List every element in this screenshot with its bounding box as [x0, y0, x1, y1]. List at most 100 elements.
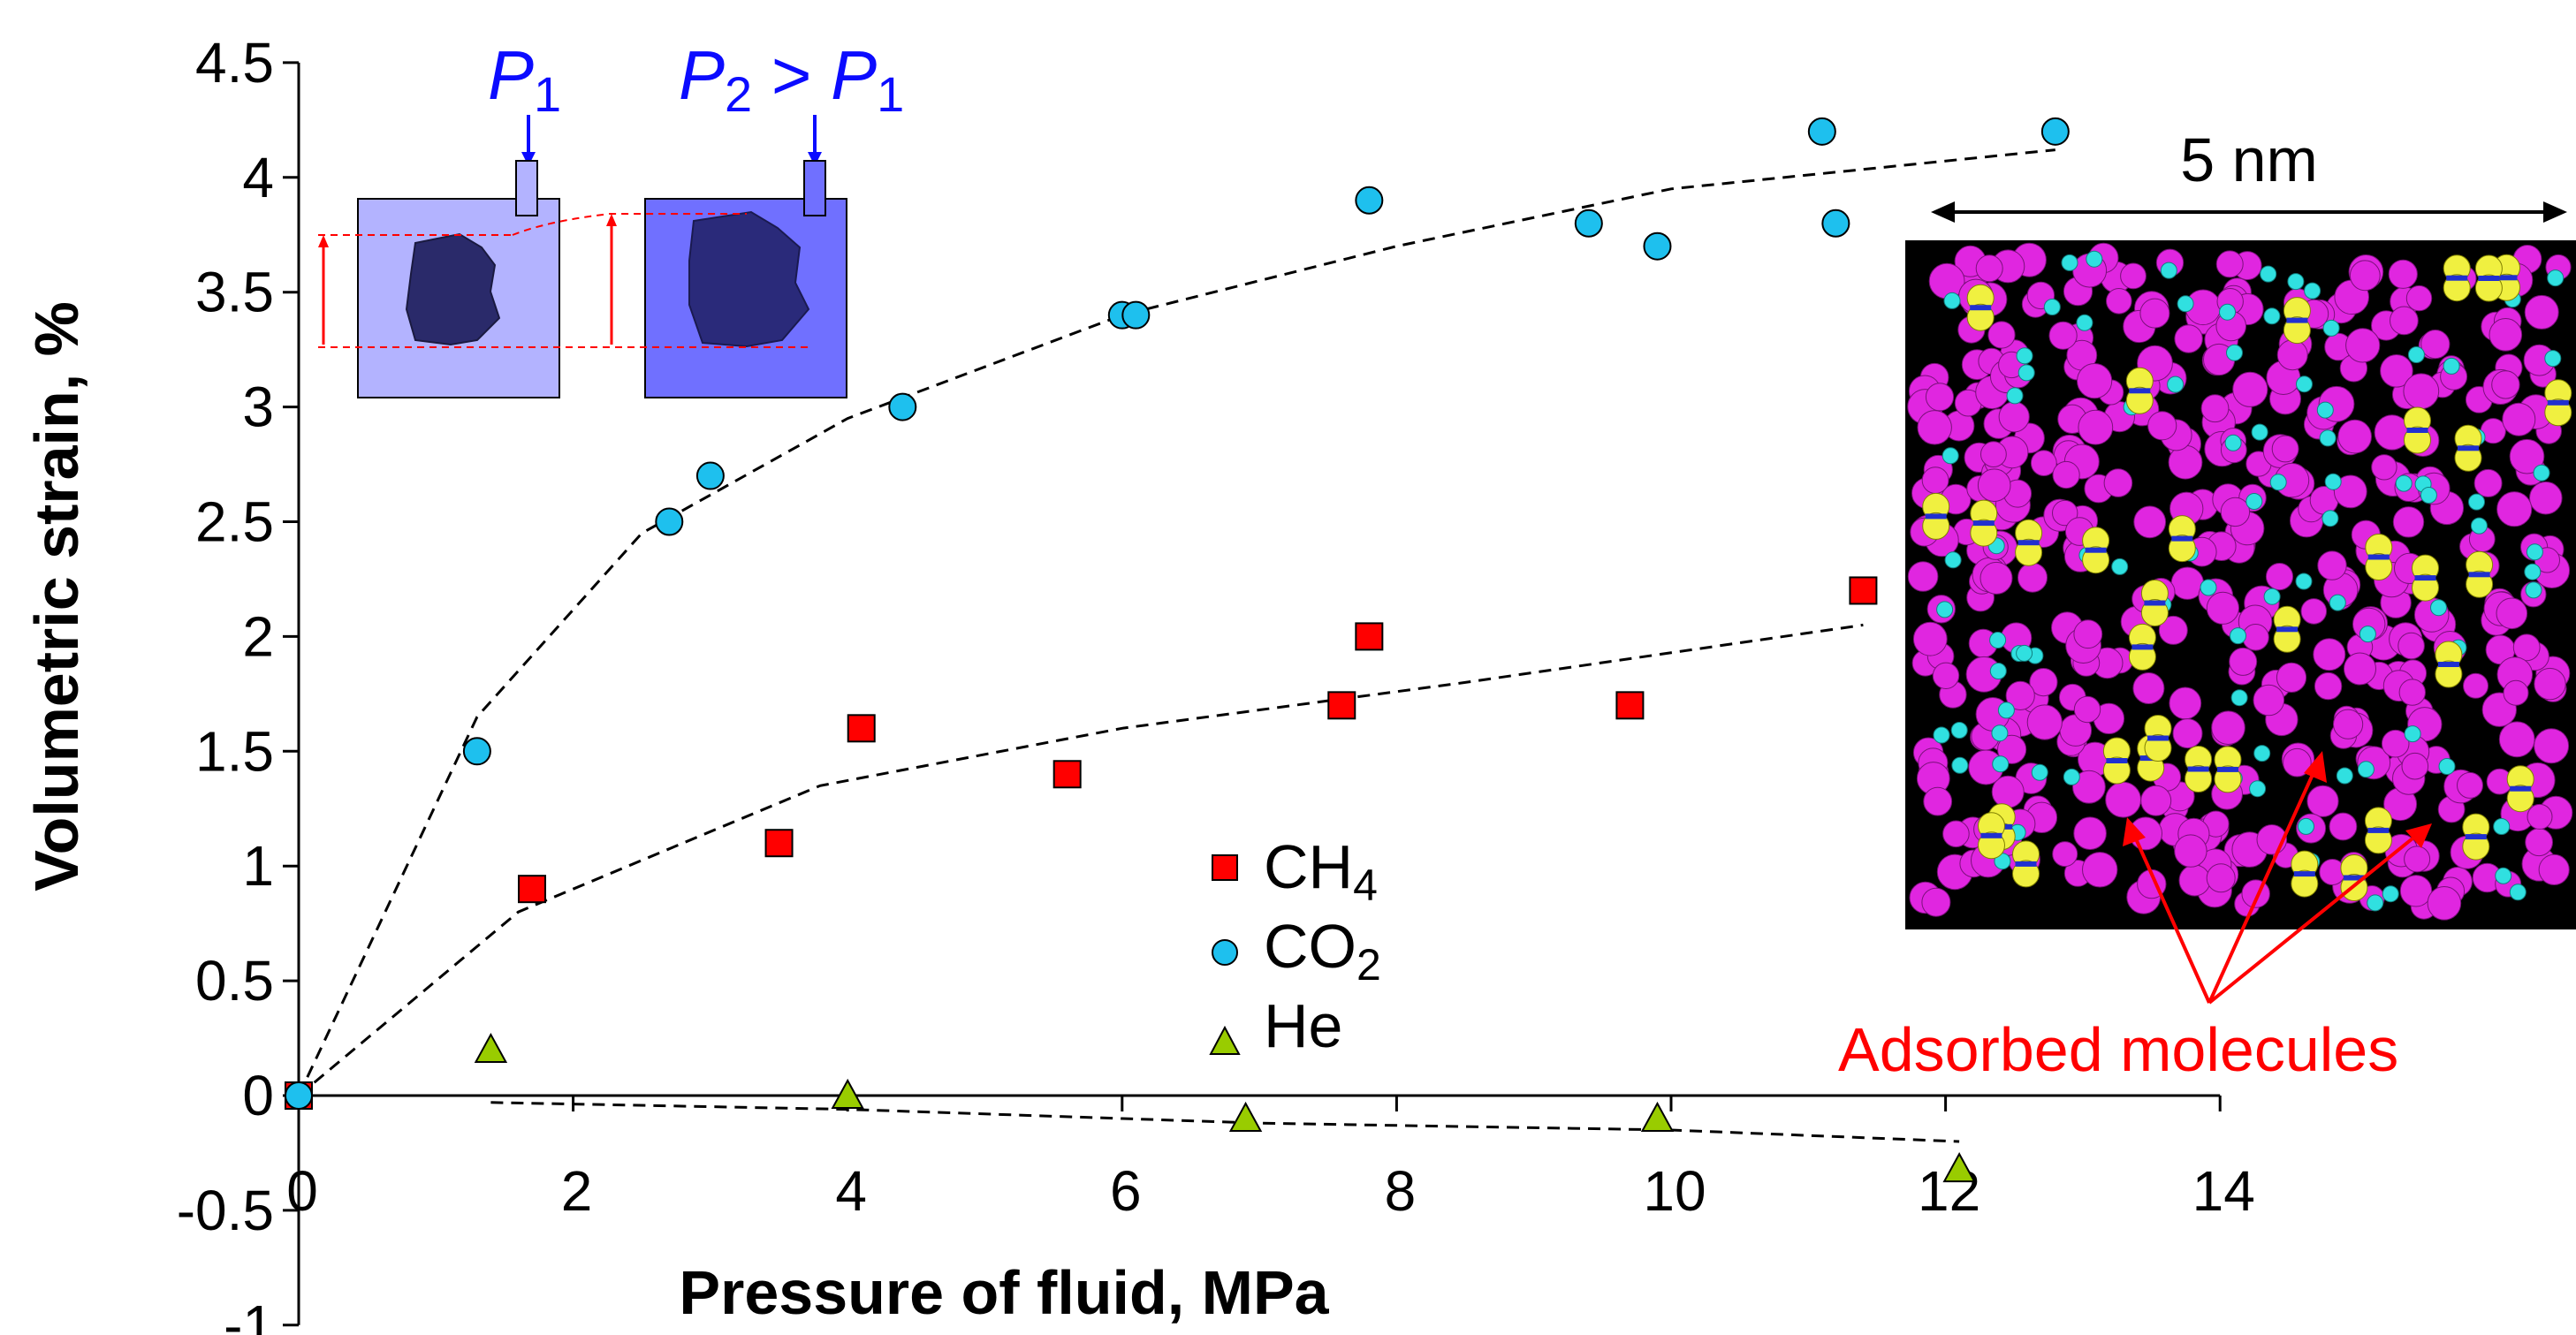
legend-marker-co2 — [1212, 939, 1238, 966]
scale-bar-right-head — [2543, 201, 2567, 223]
trend-line-co2 — [297, 148, 2055, 1096]
carbon-atom — [2392, 506, 2425, 538]
hydrogen-atom — [2006, 387, 2024, 405]
adsorbed-molecule-atom — [2544, 398, 2572, 427]
carbon-atom — [2496, 597, 2528, 630]
data-point-ch4 — [1052, 760, 1082, 789]
adsorbed-molecule-atom — [2102, 756, 2131, 785]
hydrogen-atom — [2430, 599, 2447, 617]
adsorbed-molecule-bond — [2446, 275, 2468, 281]
data-point-he — [1942, 1152, 1976, 1183]
adsorbed-molecule-bond — [2286, 317, 2308, 323]
carbon-atom — [1921, 466, 1949, 494]
adsorbed-molecule-atom — [2283, 316, 2311, 345]
x-tick-label: 2 — [561, 1159, 593, 1223]
carbon-atom — [2527, 803, 2553, 830]
legend-label-co2: CO2 — [1264, 912, 1381, 990]
y-axis-title: Volumetric strain, % — [22, 301, 91, 891]
hydrogen-atom — [2061, 254, 2078, 271]
data-point-co2 — [2040, 117, 2070, 146]
coal-sample-2 — [688, 210, 810, 348]
carbon-atom — [1987, 321, 2016, 349]
data-point-co2 — [888, 392, 917, 421]
adsorbed-molecule-atom — [2365, 553, 2393, 580]
arrow-p1-head — [521, 152, 536, 166]
annotation-arrow-2-head — [2304, 751, 2327, 783]
hydrogen-atom — [1951, 756, 1969, 774]
hydrogen-atom — [2219, 303, 2236, 321]
carbon-atom — [2169, 686, 2202, 720]
adsorbed-molecule-bond — [2437, 662, 2459, 667]
hydrogen-atom — [1997, 702, 2015, 719]
carbon-atom — [1997, 734, 2027, 764]
hydrogen-atom — [2017, 364, 2035, 382]
adsorbed-molecule-bond — [2147, 735, 2169, 741]
carbon-atom — [1917, 410, 1952, 445]
hydrogen-atom — [2468, 493, 2485, 511]
adsorbed-molecule-atom — [2144, 734, 2172, 762]
hydrogen-atom — [1936, 601, 1954, 618]
hydrogen-atom — [2316, 401, 2334, 419]
y-tick-label: 3.5 — [195, 261, 274, 324]
hydrogen-atom — [2404, 725, 2421, 743]
pressure-cells-inset: P1 P2 > P1 — [318, 36, 904, 398]
adsorbed-molecule-atom — [1922, 512, 1950, 540]
data-point-he — [831, 1078, 864, 1109]
carbon-atom — [1923, 786, 1953, 816]
adsorbed-molecule-atom — [2462, 832, 2490, 861]
data-point-ch4 — [847, 714, 876, 743]
carbon-atom — [2399, 875, 2433, 907]
adsorbed-molecule-bond — [2547, 399, 2569, 406]
data-point-co2 — [285, 1081, 313, 1110]
adsorbed-molecule-atom — [2435, 660, 2463, 688]
inset-label-p1: P1 — [488, 36, 561, 122]
carbon-atom — [2502, 402, 2536, 436]
carbon-atom — [2078, 409, 2114, 445]
hydrogen-atom — [2319, 429, 2337, 447]
x-axis-title: Pressure of fluid, MPa — [679, 1258, 1329, 1327]
hydrogen-atom — [2336, 767, 2353, 785]
trend-lines — [297, 148, 2055, 1143]
hydrogen-atom — [2359, 626, 2376, 643]
hydrogen-atom — [2031, 763, 2048, 781]
carbon-atom — [2206, 591, 2239, 625]
hydrogen-atom — [2111, 558, 2129, 575]
y-tick-label: -1 — [224, 1293, 274, 1335]
data-point-he — [474, 1032, 508, 1064]
carbon-atom — [2337, 419, 2372, 454]
carbon-atom — [2512, 633, 2541, 662]
carbon-atom — [2005, 680, 2035, 711]
hydrogen-atom — [2016, 644, 2033, 662]
carbon-atom — [2496, 491, 2533, 527]
hydrogen-atom — [2296, 375, 2313, 393]
hydrogen-atom — [2230, 689, 2248, 707]
data-point-co2 — [695, 461, 725, 490]
carbon-atom — [2398, 679, 2427, 706]
hydrogen-atom — [2076, 314, 2093, 331]
adsorbed-molecule-bond — [2343, 875, 2365, 881]
adsorbed-molecule-atom — [1966, 303, 1995, 331]
hydrogen-atom — [2407, 346, 2425, 363]
adsorbed-molecule-bond — [2015, 861, 2037, 867]
carbon-atom — [2534, 728, 2570, 764]
hydrogen-atom — [1944, 551, 1962, 569]
carbon-atom — [2317, 550, 2347, 580]
adsorbed-molecule-atom — [2364, 826, 2392, 854]
hydrogen-atom — [1991, 724, 2009, 742]
dim-arrow-1-head — [318, 235, 329, 247]
adsorbed-molecule-bond — [2217, 766, 2238, 772]
adsorbed-molecule-atom — [2474, 274, 2503, 302]
y-tick-label: 0 — [242, 1064, 274, 1127]
hydrogen-atom — [2245, 493, 2263, 510]
hydrogen-atom — [2321, 510, 2339, 527]
carbon-atom — [2139, 298, 2170, 329]
adsorbed-molecule-bond — [2496, 275, 2518, 281]
data-point-co2 — [1643, 231, 1672, 261]
adsorbed-molecule-atom — [2506, 785, 2534, 813]
hydrogen-atom — [2367, 894, 2384, 912]
hydrogen-atom — [2063, 768, 2080, 785]
carbon-atom — [2174, 324, 2203, 353]
adsorbed-molecule-atom — [2454, 444, 2482, 472]
adsorbed-molecule-bond — [2406, 428, 2428, 433]
adsorbed-molecule-atom — [2185, 765, 2213, 793]
